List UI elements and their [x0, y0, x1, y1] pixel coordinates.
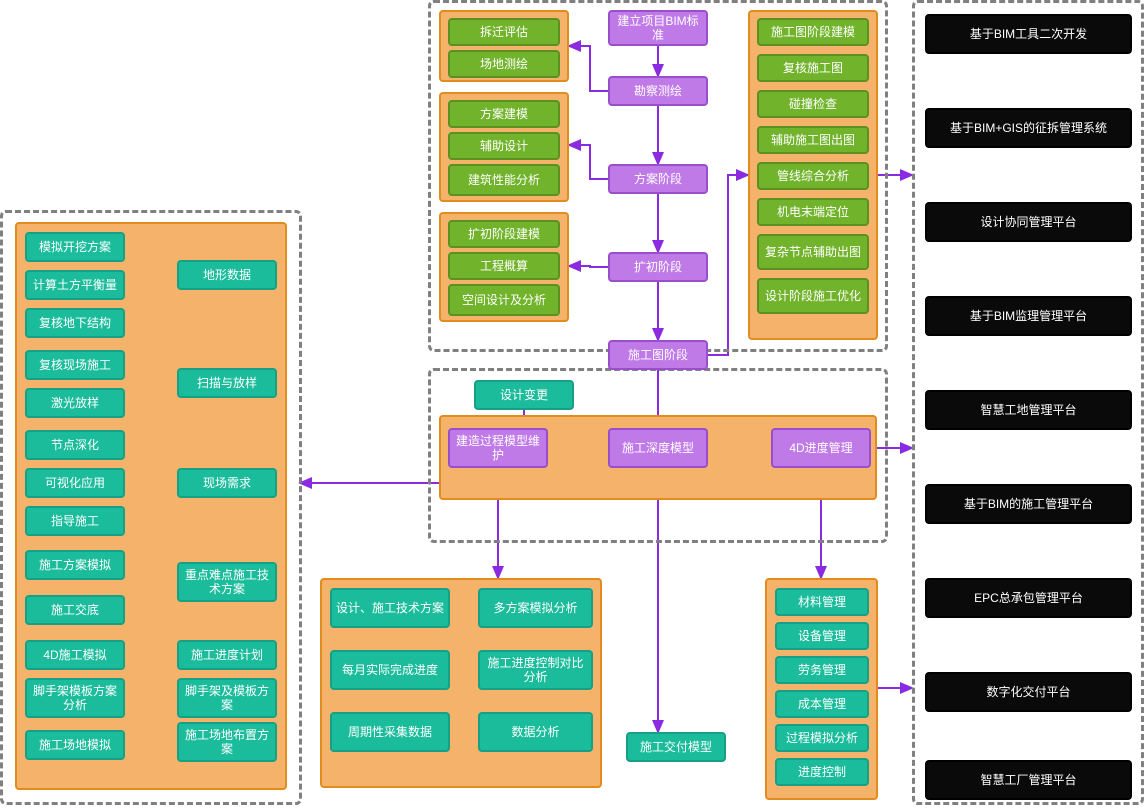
- node-n9: 可视化应用: [25, 468, 125, 498]
- node-g6: 扩初阶段建模: [448, 220, 560, 248]
- node-n8: 节点深化: [25, 430, 125, 460]
- node-m5: 过程模拟分析: [775, 724, 869, 752]
- node-g3: 方案建模: [448, 100, 560, 128]
- node-m6: 进度控制: [775, 758, 869, 786]
- node-p6: 建造过程模型维护: [448, 428, 548, 468]
- node-n17: 脚手架模板方案分析: [25, 678, 125, 718]
- node-n4: 地形数据: [177, 260, 277, 290]
- node-n10: 指导施工: [25, 506, 125, 536]
- node-a7: 施工交付模型: [626, 732, 726, 762]
- node-g9: 施工图阶段建模: [757, 18, 869, 46]
- node-g5: 建筑性能分析: [448, 164, 560, 196]
- node-g16: 设计阶段施工优化: [757, 278, 869, 314]
- node-n5: 复核现场施工: [25, 350, 125, 380]
- node-g13: 管线综合分析: [757, 162, 869, 190]
- node-a3: 每月实际完成进度: [330, 650, 450, 690]
- node-b2: 基于BIM+GIS的征拆管理系统: [925, 108, 1132, 148]
- node-b1: 基于BIM工具二次开发: [925, 14, 1132, 54]
- node-p3: 方案阶段: [608, 164, 708, 194]
- node-m3: 劳务管理: [775, 656, 869, 684]
- node-n16: 施工进度计划: [177, 640, 277, 670]
- node-g14: 机电末端定位: [757, 198, 869, 226]
- node-p5: 施工图阶段: [608, 340, 708, 370]
- node-p4: 扩初阶段: [608, 252, 708, 282]
- node-g11: 碰撞检查: [757, 90, 869, 118]
- node-n19: 施工场地模拟: [25, 730, 125, 760]
- node-a1: 设计、施工技术方案: [330, 588, 450, 628]
- node-g12: 辅助施工图出图: [757, 126, 869, 154]
- node-b7: EPC总承包管理平台: [925, 578, 1132, 618]
- node-n11: 现场需求: [177, 468, 277, 498]
- node-n1: 模拟开挖方案: [25, 232, 125, 262]
- node-g1: 拆迁评估: [448, 18, 560, 46]
- node-m4: 成本管理: [775, 690, 869, 718]
- node-b6: 基于BIM的施工管理平台: [925, 484, 1132, 524]
- node-a4: 施工进度控制对比分析: [478, 650, 593, 690]
- node-g15: 复杂节点辅助出图: [757, 234, 869, 270]
- node-p7: 施工深度模型: [608, 428, 708, 468]
- node-n18: 脚手架及模板方案: [177, 678, 277, 718]
- node-a5: 周期性采集数据: [330, 712, 450, 752]
- node-n13: 施工交底: [25, 595, 125, 625]
- node-g7: 工程概算: [448, 252, 560, 280]
- node-b9: 智慧工厂管理平台: [925, 760, 1132, 800]
- node-m1: 材料管理: [775, 588, 869, 616]
- node-b3: 设计协同管理平台: [925, 202, 1132, 242]
- node-a2: 多方案模拟分析: [478, 588, 593, 628]
- node-n7: 扫描与放样: [177, 368, 277, 398]
- node-g10: 复核施工图: [757, 54, 869, 82]
- node-t1: 设计变更: [474, 380, 574, 410]
- node-n2: 计算土方平衡量: [25, 270, 125, 300]
- node-p8: 4D进度管理: [771, 428, 871, 468]
- node-n15: 4D施工模拟: [25, 640, 125, 670]
- node-g4: 辅助设计: [448, 132, 560, 160]
- node-n6: 激光放样: [25, 388, 125, 418]
- node-n12: 施工方案模拟: [25, 550, 125, 580]
- node-b5: 智慧工地管理平台: [925, 390, 1132, 430]
- node-g8: 空间设计及分析: [448, 284, 560, 316]
- node-p1: 建立项目BIM标准: [608, 10, 708, 46]
- node-n14: 重点难点施工技术方案: [177, 562, 277, 602]
- node-a6: 数据分析: [478, 712, 593, 752]
- node-m2: 设备管理: [775, 622, 869, 650]
- node-b8: 数字化交付平台: [925, 672, 1132, 712]
- node-g2: 场地测绘: [448, 50, 560, 78]
- node-n20: 施工场地布置方案: [177, 722, 277, 762]
- node-p2: 勘察测绘: [608, 76, 708, 106]
- node-n3: 复核地下结构: [25, 308, 125, 338]
- node-b4: 基于BIM监理管理平台: [925, 296, 1132, 336]
